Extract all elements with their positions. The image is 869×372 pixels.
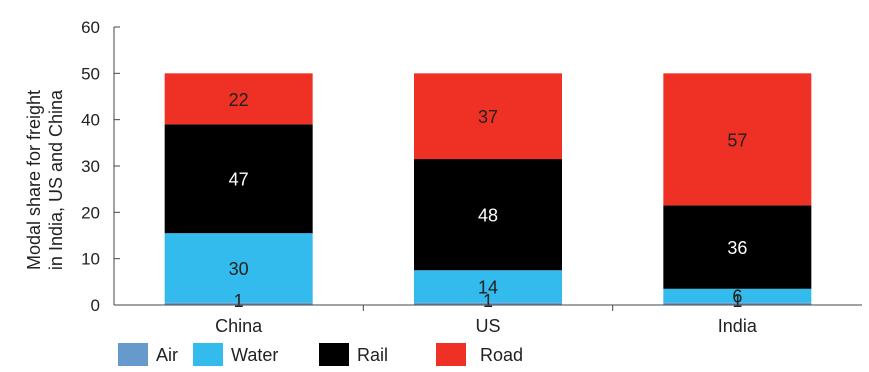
- bar-segment-rail-china: [164, 124, 313, 234]
- legend-label-water: Water: [231, 345, 278, 365]
- data-label-rail-china: 47: [229, 170, 249, 190]
- bar-segment-rail-us: [414, 159, 562, 271]
- x-category-label: China: [215, 316, 263, 336]
- y-axis-title: Modal share for freight in India, US and…: [24, 89, 66, 270]
- y-axis-title-line-2: in India, US and China: [46, 89, 66, 270]
- y-tick-label: 40: [81, 111, 100, 130]
- data-label-water-us: 14: [478, 277, 498, 297]
- bar-segment-air-india: [663, 302, 812, 305]
- y-tick-label: 60: [81, 18, 100, 37]
- x-category-label: India: [718, 316, 758, 336]
- bar-segment-road-china: [164, 73, 313, 125]
- bar-segment-water-us: [414, 270, 562, 303]
- legend-swatch-water: [193, 343, 223, 366]
- legend-label-road: Road: [480, 345, 523, 365]
- data-label-air-us: 1: [483, 291, 493, 311]
- legend-swatch-road: [436, 343, 466, 366]
- y-axis-title-line-1: Modal share for freight: [24, 90, 44, 270]
- data-label-rail-us: 48: [478, 206, 498, 226]
- y-tick-label: 0: [91, 296, 100, 315]
- y-tick-label: 50: [81, 64, 100, 83]
- axes-group: 0 10 20 30 40 50 60 China US India: [81, 18, 862, 336]
- x-category-label: US: [475, 316, 500, 336]
- data-label-air-india: 1: [732, 291, 742, 311]
- bar-segment-air-china: [164, 302, 313, 305]
- data-label-road-india: 57: [727, 130, 747, 150]
- legend-label-air: Air: [156, 345, 178, 365]
- data-label-road-china: 22: [229, 90, 249, 110]
- legend-swatch-air: [118, 343, 148, 366]
- y-tick-label: 30: [81, 157, 100, 176]
- legend: Air Water Rail Road: [118, 343, 523, 366]
- y-tick-label: 10: [81, 250, 100, 269]
- bar-segment-road-india: [663, 73, 812, 206]
- bar-segment-water-china: [164, 233, 313, 303]
- legend-swatch-rail: [319, 343, 349, 366]
- bar-segment-rail-india: [663, 205, 812, 289]
- data-label-air-china: 1: [234, 291, 244, 311]
- data-label-road-us: 37: [478, 107, 498, 127]
- data-label-water-india: 6: [732, 287, 742, 307]
- bar-segment-air-us: [414, 302, 562, 305]
- y-tick-label: 20: [81, 203, 100, 222]
- data-label-rail-india: 36: [727, 238, 747, 258]
- data-label-water-china: 30: [229, 259, 249, 279]
- bar-segment-road-us: [414, 73, 562, 160]
- legend-label-rail: Rail: [357, 345, 388, 365]
- bar-segment-water-india: [663, 288, 812, 303]
